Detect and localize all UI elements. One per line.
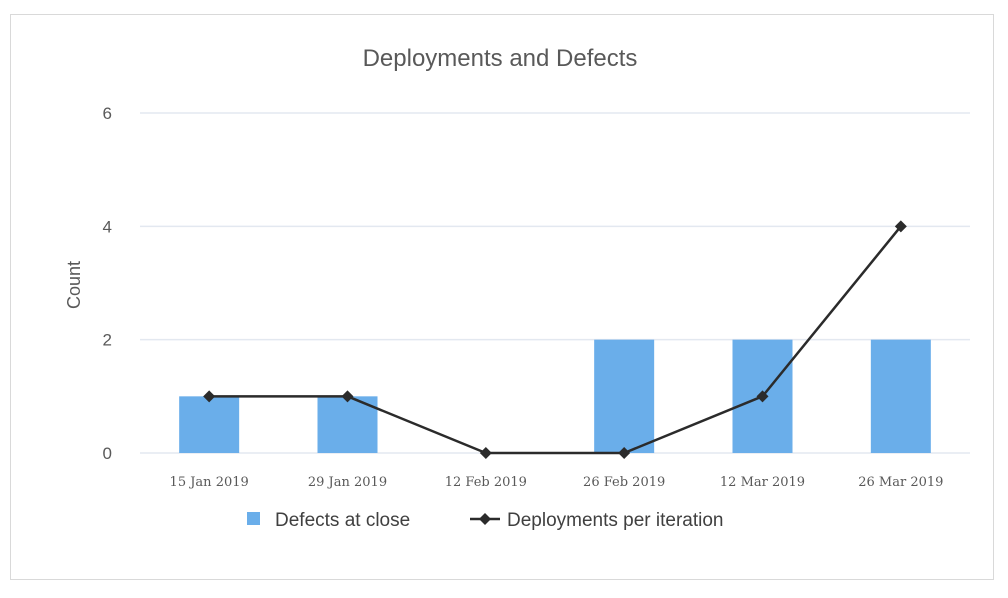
y-tick-label: 0	[103, 444, 112, 463]
y-tick-labels: 0 2 4 6	[103, 104, 112, 463]
x-tick-labels: 15 Jan 2019 29 Jan 2019 12 Feb 2019 26 Feb …	[170, 475, 944, 490]
y-axis-label: Count	[64, 261, 84, 309]
bar	[179, 396, 240, 453]
legend-marker-deployments	[479, 513, 491, 525]
bar	[594, 339, 655, 453]
legend-swatch-defects	[247, 512, 260, 525]
line-path	[209, 225, 902, 455]
line-point	[618, 447, 631, 459]
line-point	[203, 390, 216, 403]
legend-label-deployments: Deployments per iteration	[507, 510, 724, 531]
x-tick-label: 12 Feb 2019	[445, 475, 527, 490]
x-tick-label: 29 Jan 2019	[308, 475, 387, 490]
bar	[870, 339, 931, 453]
y-tick-label: 6	[103, 104, 112, 123]
line-point	[341, 390, 354, 403]
chart-frame	[10, 14, 994, 580]
line-point	[479, 447, 492, 459]
x-tick-label: 26 Mar 2019	[858, 475, 943, 490]
legend-label-defects: Defects at close	[275, 510, 410, 531]
x-tick-label: 26 Feb 2019	[583, 475, 665, 490]
y-tick-label: 2	[103, 331, 112, 350]
chart-title: Deployments and Defects	[363, 45, 638, 72]
y-tick-label: 4	[103, 217, 112, 236]
gridlines	[140, 112, 970, 454]
line-point	[894, 220, 907, 233]
legend: Defects at close Deployments per iterati…	[247, 510, 724, 531]
x-tick-label: 15 Jan 2019	[170, 475, 249, 490]
x-tick-label: 12 Mar 2019	[720, 475, 805, 490]
line-point	[756, 390, 769, 403]
line-series	[203, 220, 907, 459]
